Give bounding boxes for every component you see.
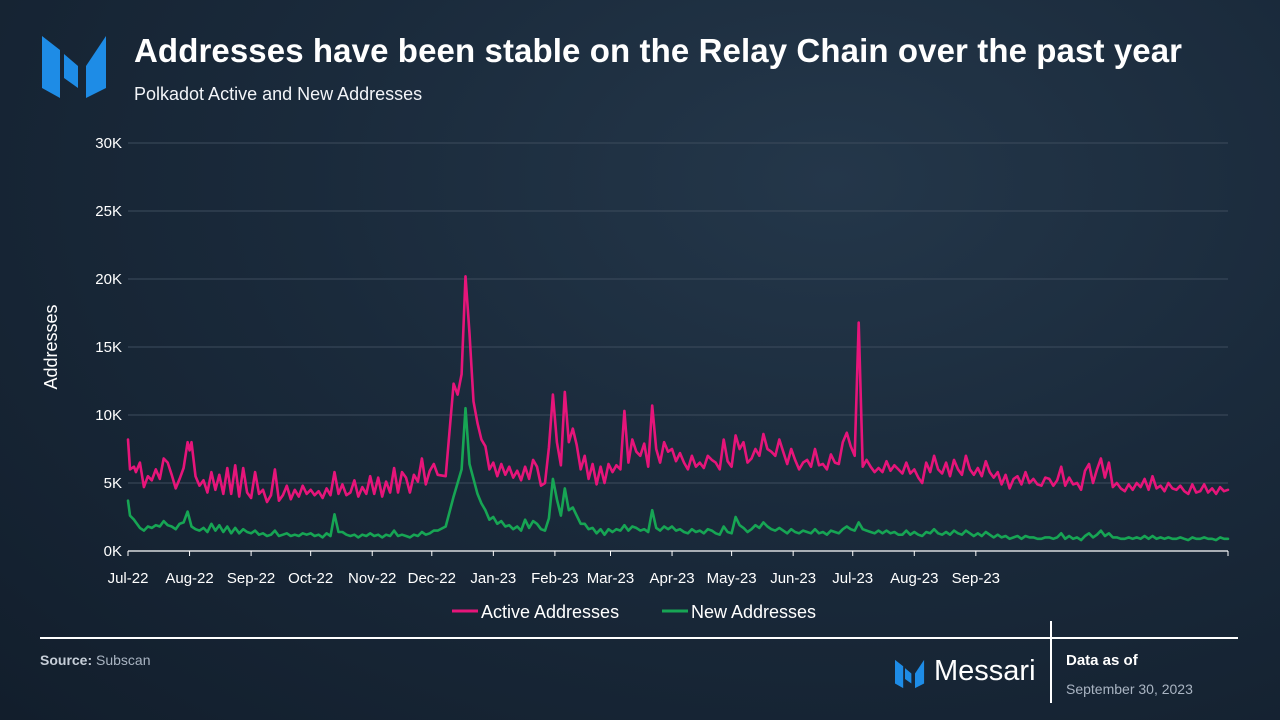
y-tick-label: 10K [95, 407, 122, 424]
x-tick-label: Aug-23 [890, 570, 938, 587]
x-tick-label: Sep-22 [227, 570, 275, 587]
y-tick-label: 20K [95, 271, 122, 288]
data-as-of-label: Data as of [1066, 652, 1138, 669]
x-tick-label: Dec-22 [408, 570, 456, 587]
x-tick-label: Mar-23 [587, 570, 635, 587]
footer-vertical-divider [1050, 621, 1052, 703]
x-tick-label: Jul-23 [832, 570, 873, 587]
line-chart: 0K 5K 10K 15K 20K 25K 30K Jul-22 Aug-22 Sep-22 Oct… [41, 135, 1230, 622]
active-addresses-line [126, 275, 1230, 504]
footer-divider [40, 637, 1238, 639]
x-tick-label: Sep-23 [952, 570, 1000, 587]
y-tick-label: 25K [95, 203, 122, 220]
new-addresses-line [126, 406, 1230, 542]
x-tick-label: Jan-23 [470, 570, 516, 587]
chart-title: Addresses have been stable on the Relay … [134, 32, 1183, 69]
source-label: Source: [40, 652, 93, 668]
data-as-of-date: September 30, 2023 [1066, 681, 1193, 697]
x-tick-label: Feb-23 [531, 570, 579, 587]
x-tick-label: Jul-22 [108, 570, 149, 587]
y-tick-label: 30K [95, 135, 122, 152]
chart-subtitle: Polkadot Active and New Addresses [134, 84, 423, 104]
y-tick-label: 5K [104, 475, 122, 492]
x-tick-label: Aug-22 [165, 570, 213, 587]
legend-active-label: Active Addresses [481, 602, 619, 622]
x-tick-label: Nov-22 [348, 570, 396, 587]
legend-new-label: New Addresses [691, 602, 816, 622]
x-tick-label: May-23 [707, 570, 757, 587]
brand-lockup: Messari [894, 655, 1044, 692]
messari-logo-icon [42, 36, 106, 98]
brand-name: Messari [934, 655, 1036, 687]
y-tick-label: 15K [95, 339, 122, 356]
x-tick-label: Jun-23 [770, 570, 816, 587]
source-note: Source: Subscan [40, 652, 151, 668]
source-value: Subscan [96, 652, 151, 668]
messari-brand-icon [895, 659, 925, 689]
y-axis-title: Addresses [41, 304, 61, 389]
x-tick-label: Apr-23 [650, 570, 695, 587]
y-tick-label: 0K [104, 543, 122, 560]
x-tick-label: Oct-22 [288, 570, 333, 587]
